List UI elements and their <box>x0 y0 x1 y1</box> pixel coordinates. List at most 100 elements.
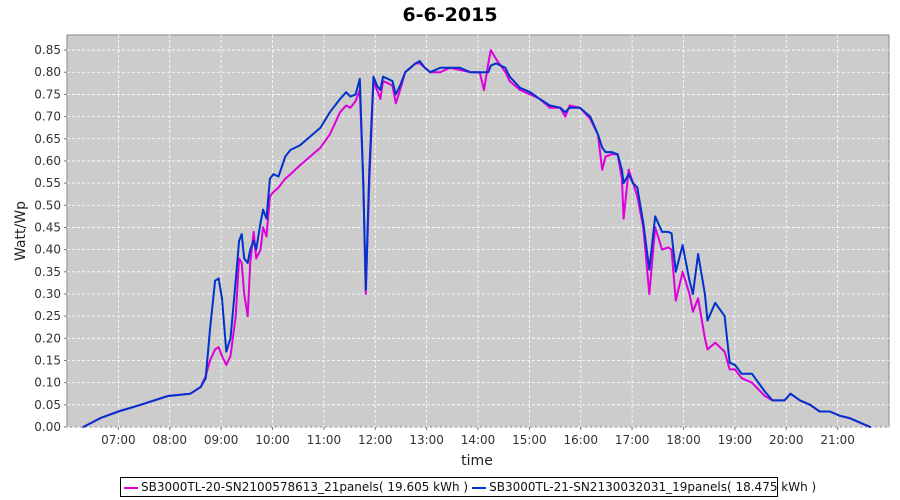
data-point <box>269 177 271 180</box>
data-point <box>284 177 287 180</box>
data-point <box>508 80 511 83</box>
x-tick-label: 09:00 <box>204 433 239 447</box>
data-point <box>391 80 394 83</box>
data-point <box>858 421 861 424</box>
data-point <box>839 415 842 417</box>
data-point <box>622 182 625 185</box>
data-point <box>376 89 378 91</box>
data-point <box>674 270 677 273</box>
legend-item-inverter-21: SB3000TL-21-SN2130032031_19panels( 18.47… <box>472 480 816 494</box>
data-point <box>504 66 507 69</box>
data-point <box>221 297 223 300</box>
data-point <box>723 350 726 353</box>
data-point <box>661 248 663 251</box>
data-point <box>429 71 431 74</box>
x-tick-label: 11:00 <box>307 433 342 447</box>
data-point <box>404 71 407 74</box>
data-point <box>252 230 255 233</box>
series-lines <box>82 49 872 428</box>
data-point <box>238 239 241 242</box>
data-point <box>255 248 258 251</box>
data-point <box>459 69 461 71</box>
y-tick-label: 0.25 <box>34 309 61 323</box>
legend-swatch <box>472 486 487 489</box>
data-point <box>328 133 331 136</box>
y-tick-label: 0.35 <box>34 265 61 279</box>
data-point <box>869 426 872 428</box>
data-point <box>519 86 521 89</box>
x-axis: 07:00 08:00 09:00 10:00 11:00 12:00 13:00 14:00… <box>101 427 855 447</box>
data-point <box>740 377 743 380</box>
data-point <box>568 106 571 109</box>
y-tick-label: 0.05 <box>34 398 61 412</box>
data-point <box>688 279 691 282</box>
data-point <box>289 148 292 151</box>
data-point <box>387 78 389 80</box>
data-point <box>209 359 211 362</box>
data-point <box>692 310 694 313</box>
x-tick-label: 13:00 <box>409 433 444 447</box>
data-point <box>272 191 275 193</box>
data-point <box>259 248 262 251</box>
data-point <box>240 233 243 236</box>
data-point <box>697 297 699 300</box>
data-point <box>733 368 736 371</box>
data-point <box>354 100 357 102</box>
data-point <box>265 217 268 220</box>
data-point <box>238 257 241 260</box>
data-point <box>117 410 120 413</box>
data-point <box>674 299 677 302</box>
data-point <box>368 168 371 171</box>
data-point <box>829 410 831 413</box>
data-point <box>529 91 532 94</box>
y-tick-label: 0.10 <box>34 376 61 390</box>
data-point <box>339 111 342 114</box>
x-tick-label: 17:00 <box>615 433 650 447</box>
y-tick-label: 0.60 <box>34 154 61 168</box>
data-point <box>487 71 490 74</box>
data-point <box>627 173 630 176</box>
data-point <box>681 244 684 247</box>
data-point <box>358 78 361 80</box>
x-tick-label: 08:00 <box>152 433 187 447</box>
legend: SB3000TL-20-SN2100578613_21panels( 19.60… <box>120 477 816 497</box>
data-point <box>636 186 639 189</box>
chart-title: 6-6-2015 <box>402 4 497 26</box>
x-tick-label: 19:00 <box>718 433 753 447</box>
data-point <box>688 293 691 295</box>
data-point <box>529 93 532 96</box>
y-tick-label: 0.50 <box>34 198 61 212</box>
data-point <box>495 62 497 65</box>
data-point <box>620 168 623 171</box>
data-point <box>319 126 322 129</box>
data-point <box>564 111 567 114</box>
x-tick-label: 18:00 <box>666 433 701 447</box>
data-point <box>364 288 367 291</box>
data-point <box>692 293 694 295</box>
data-point <box>559 106 562 109</box>
data-point <box>399 84 401 87</box>
legend-label: SB3000TL-21-SN2130032031_19panels( 18.47… <box>489 480 817 494</box>
data-point <box>214 348 217 351</box>
data-point <box>284 155 287 158</box>
data-point <box>706 348 709 351</box>
data-point <box>670 232 673 235</box>
data-point <box>277 186 280 189</box>
data-point <box>394 102 397 105</box>
data-point <box>225 364 228 366</box>
data-point <box>246 315 249 318</box>
data-point <box>394 93 397 96</box>
data-point <box>704 293 706 295</box>
y-tick-label: 0.15 <box>34 353 61 367</box>
data-point <box>564 115 567 118</box>
data-point <box>508 75 511 78</box>
data-point <box>439 66 442 69</box>
data-point <box>167 395 169 397</box>
data-point <box>616 153 619 156</box>
data-point <box>714 301 717 304</box>
x-tick-label: 16:00 <box>563 433 598 447</box>
data-point <box>610 151 613 153</box>
data-point <box>424 66 426 69</box>
data-point <box>204 377 207 380</box>
data-point <box>269 195 271 198</box>
